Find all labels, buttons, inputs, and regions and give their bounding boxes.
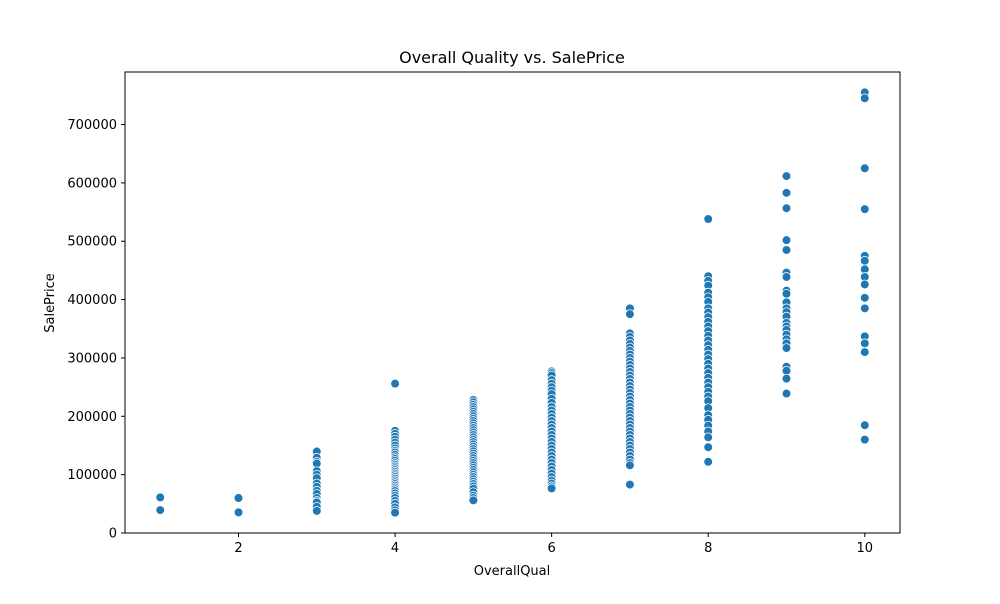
data-point — [703, 432, 714, 443]
y-tick-label: 400000 — [67, 293, 117, 308]
data-point — [625, 309, 635, 319]
data-point — [390, 378, 400, 389]
data-point — [859, 255, 870, 266]
x-tick-label: 8 — [704, 541, 712, 556]
data-point — [703, 457, 714, 467]
x-tick-label: 4 — [391, 541, 399, 556]
data-point — [781, 388, 792, 399]
data-point — [233, 507, 244, 518]
data-point — [155, 492, 166, 503]
data-point — [781, 288, 792, 299]
y-tick-label: 300000 — [67, 351, 117, 366]
y-axis: 0 100000 200000 300000 400000 500000 600000 700… — [67, 118, 125, 542]
x-tick-label: 2 — [234, 541, 242, 556]
data-point — [859, 279, 870, 290]
data-point — [859, 347, 870, 357]
y-tick-label: 200000 — [67, 410, 117, 425]
data-point — [781, 235, 792, 245]
data-point — [859, 204, 870, 214]
data-point — [390, 507, 400, 518]
data-point — [781, 245, 792, 255]
data-point — [859, 163, 870, 174]
data-point — [233, 493, 244, 503]
data-point — [155, 505, 166, 515]
data-point — [703, 442, 714, 453]
chart-title: Overall Quality vs. SalePrice — [399, 48, 625, 67]
plot-frame — [124, 71, 901, 534]
data-point — [781, 171, 792, 181]
y-tick-label: 700000 — [67, 118, 117, 133]
x-tick-label: 10 — [856, 541, 873, 556]
data-point — [859, 420, 870, 430]
y-tick-label: 100000 — [67, 468, 117, 483]
data-point — [781, 203, 792, 214]
data-point — [781, 373, 792, 384]
data-point — [546, 483, 557, 494]
y-axis-label: SalePrice — [43, 273, 58, 333]
data-point — [703, 214, 714, 224]
data-point — [781, 188, 792, 198]
x-tick-label: 6 — [548, 541, 556, 556]
data-points — [155, 87, 870, 518]
y-tick-label: 600000 — [67, 176, 117, 191]
data-point — [859, 303, 870, 314]
data-point — [625, 460, 635, 471]
data-point — [859, 338, 870, 349]
data-point — [468, 495, 479, 506]
x-axis: 2 4 6 8 10 — [234, 533, 873, 556]
y-tick-label: 500000 — [67, 235, 117, 250]
data-point — [781, 343, 792, 353]
data-point — [859, 293, 870, 303]
x-axis-label: OverallQual — [474, 564, 551, 579]
data-point — [859, 93, 870, 104]
data-point — [311, 506, 322, 516]
data-point — [781, 272, 792, 282]
data-point — [625, 479, 635, 490]
data-point — [859, 434, 870, 445]
y-tick-label: 0 — [109, 527, 117, 542]
